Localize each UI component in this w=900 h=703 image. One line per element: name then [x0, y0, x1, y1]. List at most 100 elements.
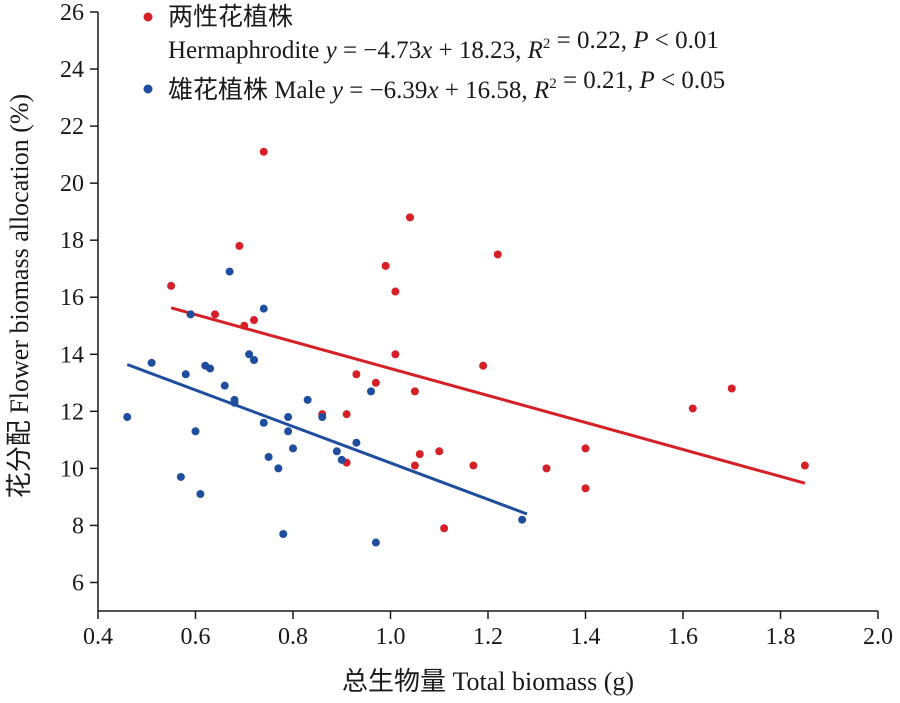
- point-male: [220, 381, 229, 390]
- x-tick-label: 0.4: [83, 624, 113, 650]
- x-tick-label: 1.4: [571, 624, 601, 650]
- y-tick-label: 22: [60, 114, 84, 140]
- point-male: [230, 395, 239, 404]
- point-male: [284, 427, 293, 436]
- point-hermaphrodite: [352, 370, 361, 379]
- point-male: [259, 304, 268, 313]
- point-hermaphrodite: [391, 350, 400, 359]
- point-male: [318, 413, 327, 422]
- legend-text-segment: Hermaphrodite: [168, 37, 326, 64]
- y-tick-label: 26: [60, 0, 84, 26]
- y-tick-label: 12: [60, 399, 84, 425]
- legend-text-segment: + 16.58,: [439, 77, 534, 104]
- point-male: [332, 447, 341, 456]
- legend-text-segment: = 0.22,: [550, 27, 633, 54]
- point-male: [176, 472, 185, 481]
- point-male: [191, 427, 200, 436]
- point-hermaphrodite: [479, 361, 488, 370]
- y-axis-label: 花分配 Flower biomass allocation (%): [5, 94, 34, 498]
- point-male: [225, 267, 234, 276]
- x-tick-label: 1.8: [766, 624, 796, 650]
- point-hermaphrodite: [469, 461, 478, 470]
- y-tick-label: 20: [60, 171, 84, 197]
- fit-line-hermaphrodite: [170, 306, 806, 485]
- x-tick-label: 1.2: [473, 624, 503, 650]
- point-male: [367, 387, 375, 396]
- legend-text-segment: < 0.01: [649, 27, 719, 54]
- point-hermaphrodite: [381, 261, 390, 270]
- legend-text-segment: = −4.73: [337, 37, 421, 64]
- legend-text-segment: R: [533, 77, 549, 104]
- point-hermaphrodite: [493, 250, 502, 259]
- point-hermaphrodite: [800, 461, 809, 470]
- y-tick-label: 8: [72, 513, 84, 539]
- point-male: [245, 350, 254, 359]
- point-male: [264, 452, 273, 461]
- x-tick-label: 0.6: [181, 624, 211, 650]
- point-hermaphrodite: [391, 287, 400, 296]
- point-hermaphrodite: [410, 461, 419, 470]
- point-male: [123, 413, 132, 422]
- point-hermaphrodite: [406, 213, 414, 222]
- legend-text-segment: < 0.05: [655, 67, 725, 94]
- point-hermaphrodite: [410, 387, 419, 396]
- point-hermaphrodite: [581, 444, 590, 453]
- legend-text-segment: P: [632, 27, 648, 54]
- legend-label-hermaphrodite-line-2: Hermaphrodite y = −4.73x + 18.23, R2 = 0…: [168, 27, 719, 64]
- x-tick-label: 0.8: [278, 624, 308, 650]
- point-male: [196, 490, 205, 499]
- point-hermaphrodite: [371, 378, 380, 387]
- point-hermaphrodite: [259, 147, 268, 156]
- point-hermaphrodite: [435, 447, 444, 456]
- legend-marker-hermaphrodite: [143, 12, 153, 22]
- legend-label-hermaphrodite-line-1: 两性花植株: [168, 3, 293, 31]
- y-tick-label: 24: [60, 57, 84, 83]
- point-male: [518, 515, 527, 524]
- point-hermaphrodite: [688, 404, 697, 413]
- point-male: [352, 438, 361, 447]
- point-hermaphrodite: [415, 450, 424, 459]
- point-male: [181, 370, 190, 379]
- point-male: [284, 413, 293, 422]
- point-hermaphrodite: [440, 524, 449, 533]
- point-male: [289, 444, 297, 453]
- legend-text-segment: = 0.21,: [557, 67, 640, 94]
- x-tick-label: 1.6: [668, 624, 698, 650]
- point-male: [186, 310, 195, 319]
- point-male: [250, 355, 258, 364]
- legend-text-segment: y: [323, 37, 338, 64]
- y-tick-label: 10: [60, 456, 84, 482]
- legend-text-segment: 2: [549, 76, 557, 92]
- point-hermaphrodite: [542, 464, 551, 473]
- axes: 0.4 0.6 0.8 1.0 1.2 1.4 1.6 1.8 2.0 6 8 10 12 14 16 18 2…: [60, 0, 893, 650]
- legend-text-segment: = −6.39: [343, 77, 427, 104]
- legend-text-segment: P: [639, 67, 655, 94]
- legend-marker-male: [143, 84, 153, 94]
- legend-text-segment: 两性花植株: [168, 3, 293, 31]
- point-male: [371, 538, 380, 547]
- point-hermaphrodite: [581, 484, 590, 493]
- point-hermaphrodite: [240, 321, 249, 330]
- y-tick-label: 16: [60, 285, 84, 311]
- legend-text-segment: 2: [543, 36, 551, 52]
- point-hermaphrodite: [211, 310, 219, 319]
- point-male: [274, 464, 283, 473]
- y-tick-label: 18: [60, 228, 84, 254]
- y-tick-label: 6: [72, 570, 84, 596]
- point-hermaphrodite: [167, 281, 176, 290]
- point-male: [147, 358, 156, 367]
- legend-text-segment: x: [426, 77, 438, 104]
- data-points: [123, 147, 809, 547]
- x-tick-label: 2.0: [863, 624, 893, 650]
- legend-text-segment: y: [329, 77, 344, 104]
- legend-text-segment: x: [420, 37, 432, 64]
- point-hermaphrodite: [342, 410, 351, 419]
- point-male: [279, 529, 288, 538]
- point-hermaphrodite: [235, 241, 244, 250]
- point-hermaphrodite: [250, 316, 258, 325]
- point-male: [303, 395, 312, 404]
- point-male: [206, 364, 215, 373]
- regression-lines: [126, 306, 806, 516]
